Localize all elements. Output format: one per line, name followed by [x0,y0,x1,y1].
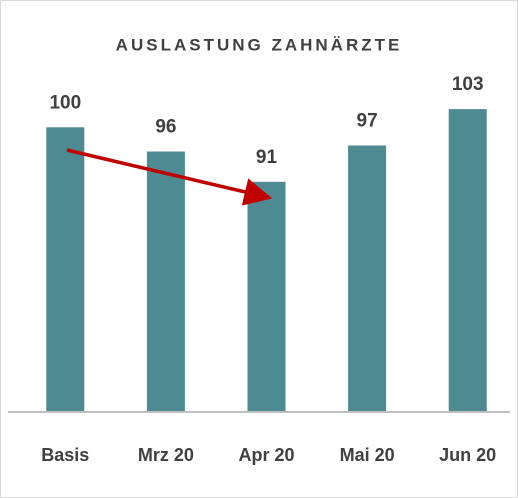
bar [448,109,487,412]
x-tick-label: Basis [41,445,89,465]
data-label: 96 [155,117,176,138]
bar [348,145,387,412]
x-tick-label: Mai 20 [340,445,395,465]
x-tick-label: Jun 20 [439,445,496,465]
trend-arrow [66,148,273,206]
bar [247,181,286,412]
bar [146,151,185,412]
data-label: 100 [49,92,81,113]
data-label: 91 [256,147,278,168]
chart-title: AUSLASTUNG ZAHNÄRZTE [116,35,403,54]
x-tick-label: Apr 20 [238,445,294,465]
x-tick-label: Mrz 20 [138,445,194,465]
data-label: 97 [357,110,378,131]
data-label: 103 [452,74,484,95]
bar [46,127,85,413]
